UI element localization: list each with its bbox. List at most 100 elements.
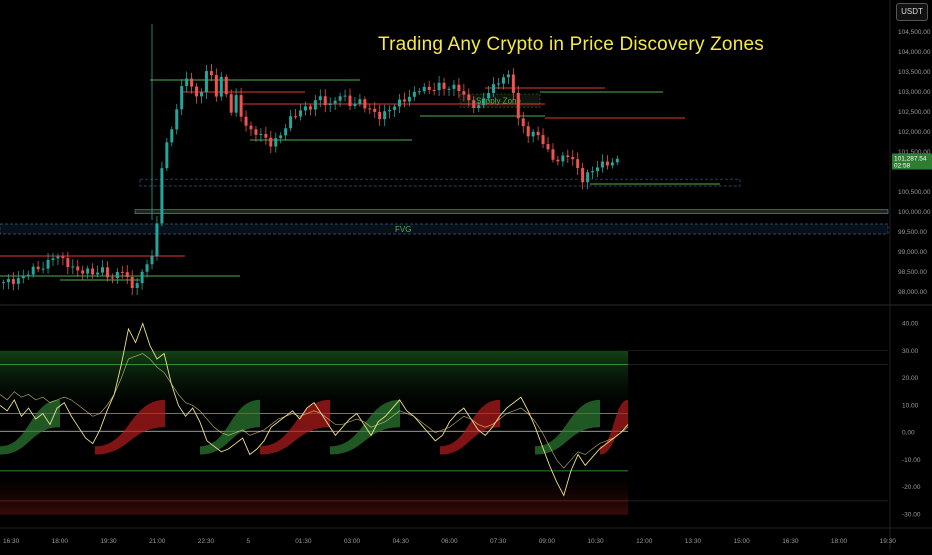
candle-body	[175, 109, 179, 130]
fvg-label: FVG	[395, 225, 411, 234]
candle-body	[239, 95, 243, 117]
candle-body	[274, 138, 278, 147]
candle-body	[31, 266, 35, 275]
candle-body	[11, 279, 15, 284]
candle-body	[452, 84, 456, 89]
candle-body	[180, 86, 184, 110]
candle-body	[229, 94, 233, 113]
candle-body	[224, 76, 228, 95]
candle-body	[145, 264, 149, 272]
price-tick-label: 98,500.00	[898, 269, 927, 276]
candle-body	[219, 76, 223, 97]
candle-body	[303, 106, 307, 111]
candle-body	[526, 126, 530, 137]
candle-body	[378, 111, 382, 120]
price-tick-label: 99,000.00	[898, 249, 927, 256]
candle-body	[407, 96, 411, 102]
candle-body	[96, 272, 100, 275]
candle-body	[566, 155, 570, 158]
candle-body	[86, 268, 90, 274]
price-tick-label: 98,000.00	[898, 289, 927, 296]
candle-body	[368, 108, 372, 110]
time-tick-label: 09:00	[539, 538, 556, 545]
candle-body	[596, 167, 599, 172]
candle-body	[61, 256, 65, 259]
candle-body	[516, 92, 520, 119]
candle-body	[393, 106, 397, 110]
candle-body	[511, 74, 515, 93]
support-band	[139, 178, 741, 187]
candle-body	[328, 103, 332, 106]
candle-body	[536, 131, 540, 136]
candle-body	[546, 144, 550, 150]
candle-body	[417, 91, 421, 93]
candle-body	[600, 161, 604, 168]
candle-body	[110, 277, 114, 279]
price-tick-label: 102,500.00	[898, 109, 931, 116]
candle-body	[185, 78, 189, 87]
price-tick-label: 104,000.00	[898, 49, 931, 56]
osc-tick-label: -20.00	[902, 484, 921, 491]
candle-body	[125, 272, 129, 278]
candle-body	[472, 100, 476, 108]
osc-wave	[200, 399, 260, 455]
candle-body	[348, 95, 352, 107]
candle-body	[299, 110, 302, 117]
candle-body	[234, 95, 238, 113]
candle-body	[51, 258, 55, 260]
osc-wave	[440, 399, 500, 455]
candle-body	[105, 267, 109, 278]
price-tick-label: 101,500.00	[898, 149, 931, 156]
candle-body	[561, 155, 565, 162]
candle-body	[402, 99, 406, 102]
time-tick-label: 16:30	[3, 538, 20, 545]
candle-body	[318, 96, 322, 101]
time-tick-label: 13:30	[685, 538, 702, 545]
time-tick-label: 04:30	[393, 538, 410, 545]
time-tick-label: 06:00	[441, 538, 458, 545]
price-tick-label: 104,500.00	[898, 29, 931, 36]
osc-wave	[535, 399, 600, 455]
candle-body	[427, 86, 431, 90]
candle-body	[521, 118, 525, 127]
oscillator-pane[interactable]	[0, 322, 888, 515]
candle-body	[576, 159, 580, 168]
candle-body	[91, 268, 95, 275]
candle-body	[76, 266, 80, 271]
candle-body	[115, 271, 119, 279]
time-tick-label: 18:00	[52, 538, 69, 545]
candle-body	[249, 125, 253, 130]
candle-body	[497, 83, 500, 85]
osc-wave	[600, 399, 628, 455]
candle-body	[56, 256, 60, 259]
candle-body	[130, 277, 134, 289]
candle-body	[66, 258, 70, 268]
price-tick-label: 103,000.00	[898, 89, 931, 96]
supply-zone-label: Supply Zone	[476, 97, 521, 106]
candle-body	[264, 133, 268, 138]
osc-wave	[330, 399, 400, 455]
candle-body	[254, 129, 258, 135]
osc-slow-line	[0, 353, 629, 469]
price-tick-label: 100,000.00	[898, 209, 931, 216]
candle-body	[209, 71, 213, 76]
candle-body	[81, 270, 85, 274]
candle-body	[581, 167, 585, 183]
time-tick-label: 16:30	[782, 538, 799, 545]
candle-body	[333, 100, 337, 104]
candle-body	[447, 88, 451, 90]
currency-badge[interactable]: USDT	[896, 3, 928, 21]
osc-tick-label: 30.00	[902, 348, 919, 355]
candle-body	[432, 89, 436, 91]
candle-body	[150, 256, 154, 265]
chart-title: Trading Any Crypto in Price Discovery Zo…	[378, 34, 764, 55]
candle-body	[214, 75, 218, 97]
osc-wave	[260, 399, 330, 455]
osc-tick-label: -10.00	[902, 457, 921, 464]
time-tick-label: 19:30	[100, 538, 117, 545]
osc-tick-label: 40.00	[902, 320, 919, 327]
candle-body	[358, 99, 362, 104]
